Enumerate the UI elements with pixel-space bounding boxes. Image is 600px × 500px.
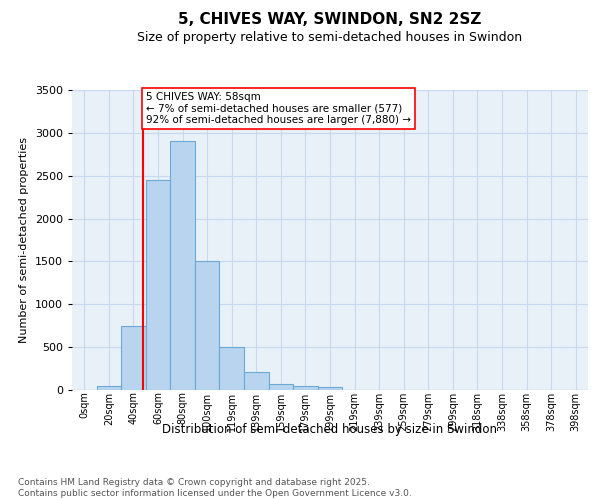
Bar [220,347,244,390]
Y-axis label: Number of semi-detached properties: Number of semi-detached properties [19,137,29,343]
Text: Distribution of semi-detached houses by size in Swindon: Distribution of semi-detached houses by … [163,422,497,436]
Bar [170,142,195,390]
Bar [97,386,121,390]
Bar [293,386,318,390]
Bar [318,388,342,390]
Text: 5 CHIVES WAY: 58sqm
← 7% of semi-detached houses are smaller (577)
92% of semi-d: 5 CHIVES WAY: 58sqm ← 7% of semi-detache… [146,92,411,125]
Text: Size of property relative to semi-detached houses in Swindon: Size of property relative to semi-detach… [137,31,523,44]
Bar [195,262,220,390]
Bar [244,372,269,390]
Bar [269,384,293,390]
Bar [146,180,170,390]
Text: 5, CHIVES WAY, SWINDON, SN2 2SZ: 5, CHIVES WAY, SWINDON, SN2 2SZ [178,12,482,28]
Text: Contains HM Land Registry data © Crown copyright and database right 2025.
Contai: Contains HM Land Registry data © Crown c… [18,478,412,498]
Bar [121,326,146,390]
